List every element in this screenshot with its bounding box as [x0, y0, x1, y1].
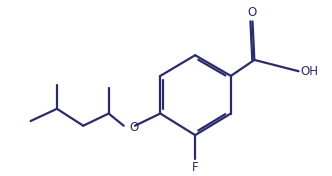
Text: O: O [129, 121, 139, 134]
Text: OH: OH [300, 65, 318, 78]
Text: O: O [248, 6, 257, 18]
Text: F: F [192, 161, 199, 174]
